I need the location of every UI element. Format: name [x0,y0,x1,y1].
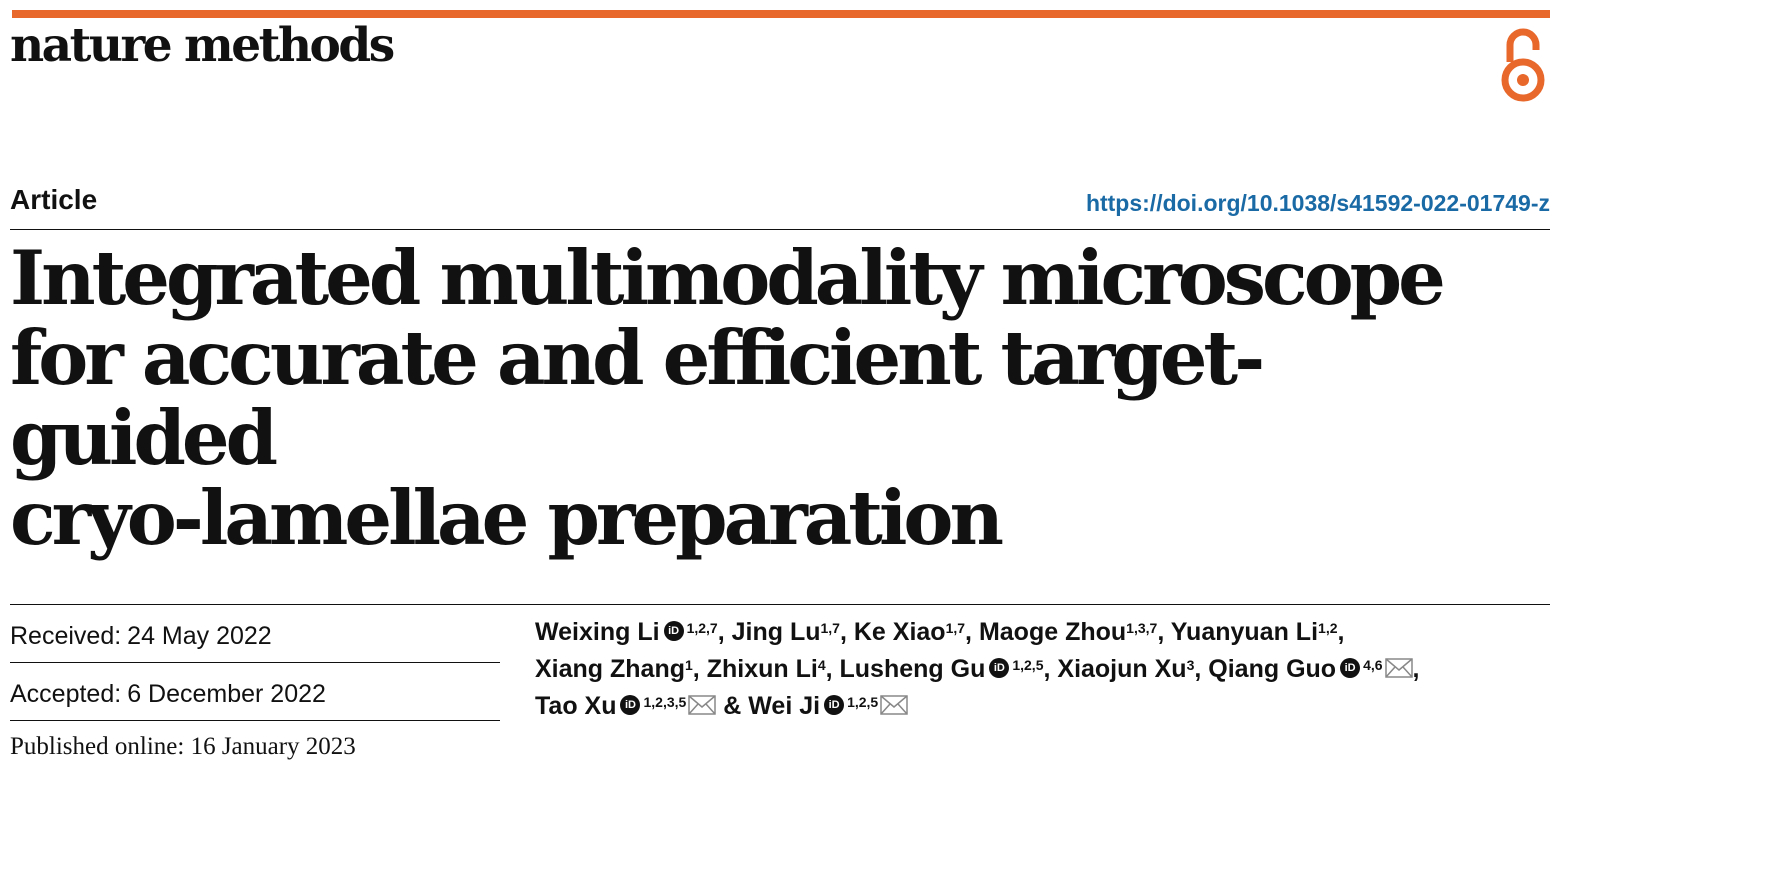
affiliation-superscript: 1,2,5 [847,694,879,710]
author: Jing Lu1,7 [732,618,840,646]
author-separator: & [716,692,749,720]
author-name[interactable]: Qiang Guo [1208,655,1337,683]
author: Lusheng Gu iD 1,2,5 [840,655,1044,683]
orcid-icon[interactable]: iD [989,658,1010,679]
author-name[interactable]: Xiaojun Xu [1057,655,1187,683]
affiliation-superscript: 1,2,7 [686,620,718,636]
affiliation-superscript: 4 [817,657,826,673]
author-name[interactable]: Yuanyuan Li [1170,618,1319,646]
article-type: Article [10,184,98,215]
envelope-icon[interactable] [688,695,717,716]
author-separator: , [717,618,732,646]
author: Xiang Zhang1 [535,655,693,683]
author-separator: , [965,618,979,646]
author: Tao Xu iD 1,2,3,5 [535,692,717,720]
author-separator: , [1043,655,1058,683]
title-line: for accurate and efficient target-guided [10,314,1265,482]
author-name[interactable]: Maoge Zhou [978,618,1127,646]
affiliation-superscript: 1,3,7 [1126,620,1158,636]
published-date: Published online: 16 January 2023 [10,733,356,760]
author-name[interactable]: Zhixun Li [706,655,818,683]
affiliation-superscript: 1,7 [820,620,840,636]
envelope-icon[interactable] [1384,658,1413,679]
affiliation-superscript: 1,2 [1318,620,1338,636]
author-name[interactable]: Tao Xu [535,692,617,720]
author: Maoge Zhou1,3,7 [979,618,1157,646]
author-separator: , [1157,618,1171,646]
journal-accent-bar [12,10,1550,18]
author: Wei Ji iD 1,2,5 [748,692,908,720]
author-name[interactable]: Weixing Li [535,618,660,646]
accepted-date: Accepted: 6 December 2022 [10,663,500,721]
journal-name: nature methods [10,18,395,73]
author: Weixing Li iD 1,2,7 [535,618,718,646]
affiliation-superscript: 4,6 [1363,657,1383,673]
orcid-icon[interactable]: iD [824,695,845,716]
author: Zhixun Li4 [707,655,826,683]
orcid-icon[interactable]: iD [1340,658,1361,679]
author: Ke Xiao1,7 [854,618,965,646]
author-name[interactable]: Wei Ji [748,692,821,720]
author: Qiang Guo iD 4,6 [1208,655,1413,683]
author-name[interactable]: Lusheng Gu [839,655,986,683]
header-divider [10,229,1550,230]
author-separator: , [839,618,854,646]
affiliation-superscript: 1,7 [945,620,966,636]
open-access-icon [1501,28,1545,102]
author-separator: , [1194,655,1209,683]
author-list: Weixing Li iD 1,2,7, Jing Lu1,7, Ke Xiao1,… [535,614,1545,725]
publication-dates: Received: 24 May 2022 Accepted: 6 December… [10,605,500,773]
doi-link[interactable]: https://doi.org/10.1038/s41592-022-01749… [1085,190,1550,216]
orcid-icon[interactable]: iD [620,695,641,716]
title-line: cryo-lamellae preparation [10,474,1004,562]
title-line: Integrated multimodality microscope [10,234,1446,322]
orcid-icon[interactable]: iD [663,621,684,642]
author-name[interactable]: Jing Lu [731,618,821,646]
author-separator: , [692,655,707,683]
article-title: Integrated multimodality microscope for … [10,238,1510,558]
received-date: Received: 24 May 2022 [10,605,500,663]
author-separator: , [825,655,840,683]
metadata-divider [10,604,1550,605]
author-separator: , [1412,655,1420,683]
author: Yuanyuan Li1,2 [1171,618,1338,646]
author: Xiaojun Xu3 [1057,655,1194,683]
affiliation-superscript: 3 [1186,657,1195,673]
affiliation-superscript: 1 [685,657,693,673]
author-separator: , [1337,618,1345,646]
author-name[interactable]: Ke Xiao [853,618,946,646]
author-name[interactable]: Xiang Zhang [535,655,685,683]
envelope-icon[interactable] [880,695,908,716]
affiliation-superscript: 1,2,5 [1012,657,1044,673]
affiliation-superscript: 1,2,3,5 [643,694,687,710]
